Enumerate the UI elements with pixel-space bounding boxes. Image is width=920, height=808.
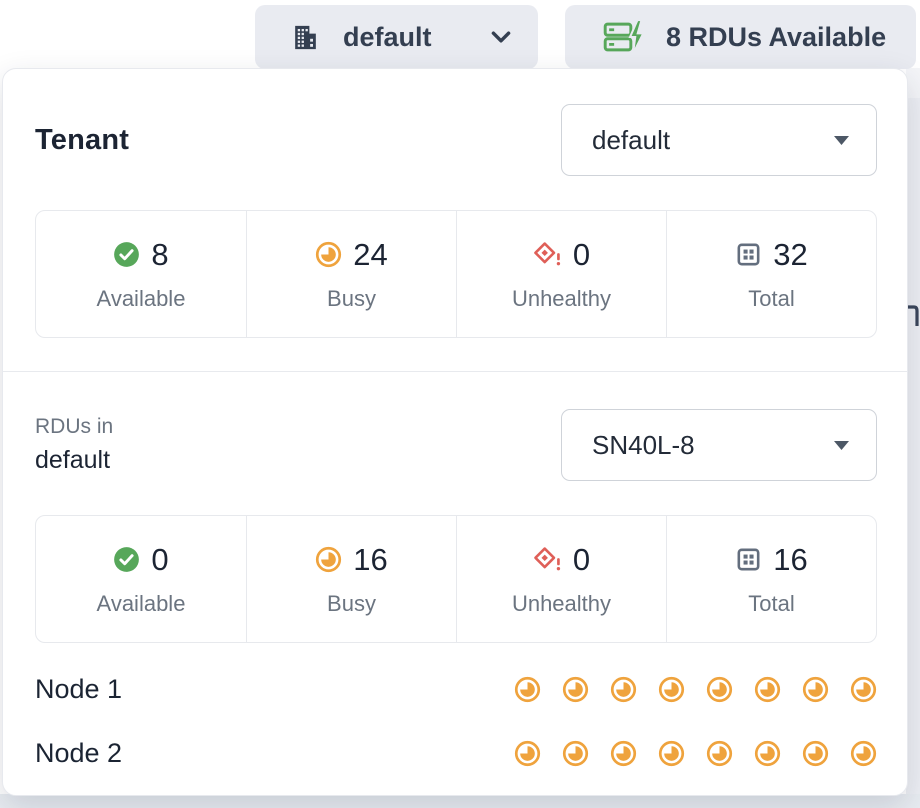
rdu-type-select[interactable]: SN40L-8 (561, 409, 877, 481)
stat-available: 8 Available (96, 236, 186, 311)
tenant-title: Tenant (35, 123, 130, 156)
tenant-stats-row: 8 Available 24 Busy (35, 210, 877, 338)
node-label: Node 1 (35, 673, 123, 704)
unhealthy-icon (533, 241, 562, 268)
stat-busy: 24 Busy (246, 211, 456, 337)
node-row: Node 1 (35, 657, 877, 721)
busy-icon (802, 740, 829, 767)
node-rdu-icons (514, 740, 877, 767)
busy-icon (754, 676, 781, 703)
stat-total: 32 Total (666, 211, 876, 337)
busy-icon (850, 676, 877, 703)
total-icon (735, 546, 762, 573)
rdu-status-popover: Tenant default 8 Available (2, 68, 908, 796)
busy-icon (706, 676, 733, 703)
busy-icon (658, 740, 685, 767)
tenant-section-header: Tenant default (3, 69, 907, 176)
rdu-server-icon (603, 19, 644, 55)
tenant-select-value: default (592, 124, 671, 155)
busy-icon (850, 740, 877, 767)
stat-unhealthy: 0 Unhealthy (456, 516, 666, 642)
busy-icon (514, 740, 541, 767)
busy-icon (315, 241, 342, 268)
rdu-section-header: RDUs in default SN40L-8 (3, 372, 907, 481)
rdu-stats-row: 0 Available 16 Busy (35, 515, 877, 643)
busy-icon (610, 676, 637, 703)
tenant-switcher-button[interactable]: default (255, 5, 538, 69)
busy-icon (802, 676, 829, 703)
caret-down-icon (833, 440, 850, 451)
busy-icon (706, 740, 733, 767)
busy-icon (754, 740, 781, 767)
busy-icon (658, 676, 685, 703)
busy-icon (562, 676, 589, 703)
node-row: Node 2 (35, 721, 877, 785)
node-label: Node 2 (35, 737, 123, 768)
busy-icon (315, 546, 342, 573)
caret-down-icon (833, 135, 850, 146)
page-background-bottom (0, 794, 920, 808)
busy-icon (514, 676, 541, 703)
rdu-section-title: RDUs in default (35, 415, 114, 474)
rdus-badge-label: 8 RDUs Available (666, 21, 887, 52)
total-icon (735, 241, 762, 268)
stat-busy: 16 Busy (246, 516, 456, 642)
building-icon (290, 22, 321, 53)
check-circle-icon (113, 546, 140, 573)
node-rdu-icons (514, 676, 877, 703)
tenant-switcher-label: default (343, 21, 432, 52)
busy-icon (562, 740, 589, 767)
unhealthy-icon (533, 546, 562, 573)
node-list: Node 1 (3, 643, 907, 785)
busy-icon (610, 740, 637, 767)
page-background-strip (906, 68, 920, 808)
stat-unhealthy: 0 Unhealthy (456, 211, 666, 337)
chevron-down-icon (488, 24, 514, 50)
stat-total: 16 Total (666, 516, 876, 642)
check-circle-icon (113, 241, 140, 268)
rdus-available-badge[interactable]: 8 RDUs Available (565, 5, 916, 69)
stat-available: 0 Available (96, 541, 186, 616)
section-divider (3, 371, 907, 372)
rdu-type-select-value: SN40L-8 (592, 429, 695, 460)
tenant-select[interactable]: default (561, 104, 877, 176)
clipped-background-glyph (906, 304, 920, 332)
